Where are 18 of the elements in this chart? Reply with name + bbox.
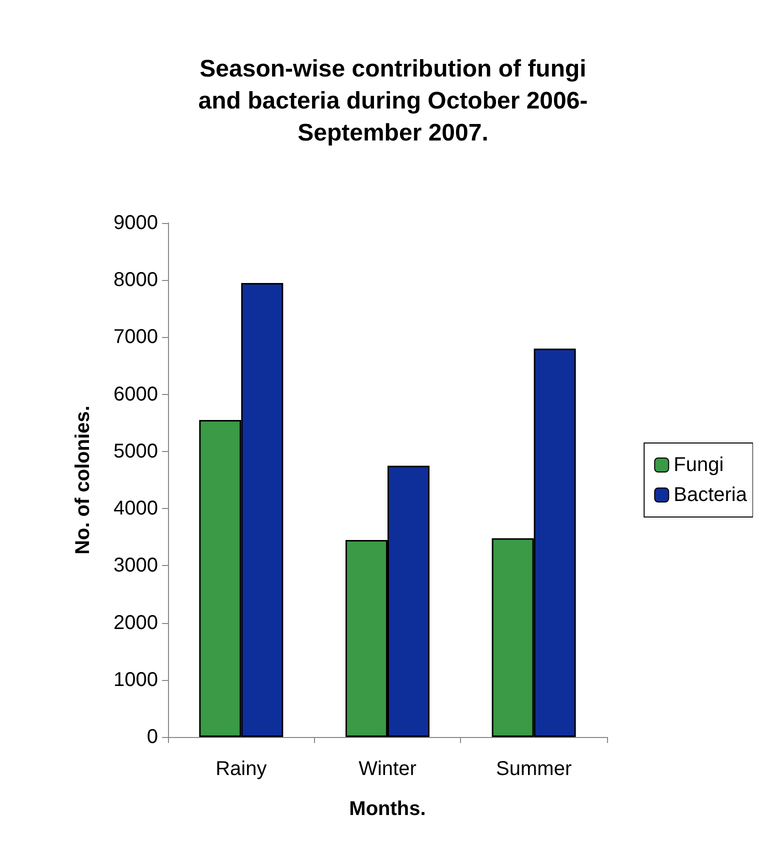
y-tick-label: 9000	[114, 212, 158, 234]
y-tick-label: 0	[146, 726, 158, 748]
y-tick-label: 8000	[114, 269, 158, 292]
x-tick-label: Summer	[496, 758, 572, 780]
x-tick-label: Rainy	[216, 758, 267, 780]
y-axis-title: No. of colonies.	[72, 406, 94, 554]
y-tick-label: 1000	[114, 668, 158, 691]
legend-label: Bacteria	[674, 484, 748, 506]
y-tick-label: 5000	[114, 440, 158, 462]
x-axis-title: Months.	[349, 798, 426, 820]
y-tick-label: 6000	[114, 383, 158, 406]
y-tick-label: 3000	[114, 554, 158, 577]
chart-title: Season-wise contribution of fungi and bacteria during October 2006- September 2007.	[198, 56, 588, 146]
y-tick-label: 7000	[114, 326, 158, 348]
legend-label: Fungi	[674, 454, 724, 476]
y-tick-label: 2000	[114, 612, 158, 634]
y-tick-label: 4000	[114, 498, 158, 520]
x-tick-label: Winter	[358, 758, 417, 780]
